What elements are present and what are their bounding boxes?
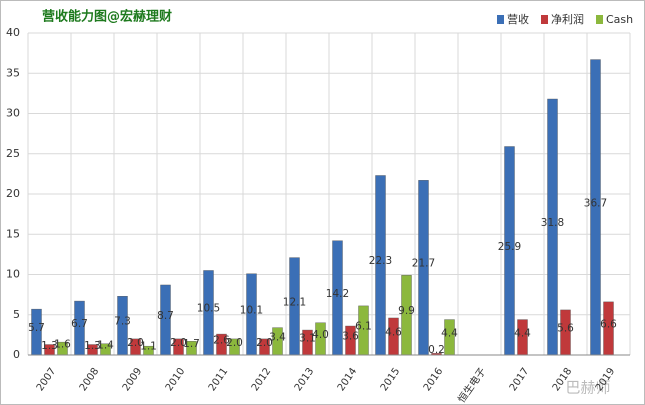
data-label: 2.0	[127, 337, 144, 349]
data-label: 6.7	[71, 318, 88, 330]
legend-label: 净利润	[551, 12, 584, 26]
data-label: 2.0	[226, 337, 243, 349]
data-label: 7.3	[114, 316, 131, 328]
data-label: 6.6	[600, 318, 617, 330]
data-label: 2.0	[170, 337, 187, 349]
y-tick-label: 25	[6, 147, 20, 160]
data-label: 4.0	[312, 329, 329, 341]
y-tick-label: 10	[6, 268, 20, 281]
chart-title: 营收能力图@宏赫理财	[42, 9, 172, 25]
data-label: 0.2	[428, 344, 445, 356]
data-label: 10.5	[197, 303, 220, 315]
data-label: 14.2	[326, 288, 349, 300]
data-label: 1.3	[84, 340, 101, 352]
data-label: 2.6	[213, 335, 230, 347]
data-label: 4.6	[385, 326, 402, 338]
y-tick-label: 5	[13, 308, 20, 321]
data-label: 3.6	[342, 331, 359, 343]
data-label: 22.3	[369, 255, 392, 267]
data-label: 9.9	[398, 305, 415, 317]
data-label: 8.7	[157, 310, 174, 322]
y-tick-label: 40	[6, 26, 20, 39]
data-label: 6.1	[355, 320, 372, 332]
legend-swatch	[596, 15, 603, 24]
data-label: 25.9	[498, 241, 521, 253]
legend-label: 营收	[507, 12, 529, 26]
y-tick-label: 30	[6, 107, 20, 120]
data-label: 3.4	[269, 331, 286, 343]
y-tick-label: 35	[6, 66, 20, 79]
data-label: 36.7	[584, 197, 607, 209]
data-label: 2.0	[256, 337, 273, 349]
watermark: 巴赫师	[565, 379, 610, 397]
data-label: 5.7	[28, 322, 45, 334]
y-tick-label: 15	[6, 227, 20, 240]
data-label: 10.1	[240, 304, 263, 316]
legend-swatch	[541, 15, 548, 24]
data-label: 1.3	[41, 340, 58, 352]
data-label: 5.6	[557, 322, 574, 334]
legend-swatch	[497, 15, 504, 24]
y-tick-label: 0	[13, 348, 20, 361]
y-tick-label: 20	[6, 187, 20, 200]
data-label: 1.1	[140, 341, 157, 353]
data-label: 31.8	[541, 217, 564, 229]
data-label: 12.1	[283, 296, 306, 308]
data-label: 1.6	[54, 339, 71, 351]
data-label: 3.1	[299, 333, 316, 345]
data-label: 1.7	[183, 338, 200, 350]
data-label: 4.4	[441, 327, 458, 339]
legend-label: Cash	[606, 13, 633, 26]
data-label: 4.4	[514, 327, 531, 339]
data-label: 21.7	[412, 258, 435, 270]
data-label: 1.4	[97, 339, 114, 351]
